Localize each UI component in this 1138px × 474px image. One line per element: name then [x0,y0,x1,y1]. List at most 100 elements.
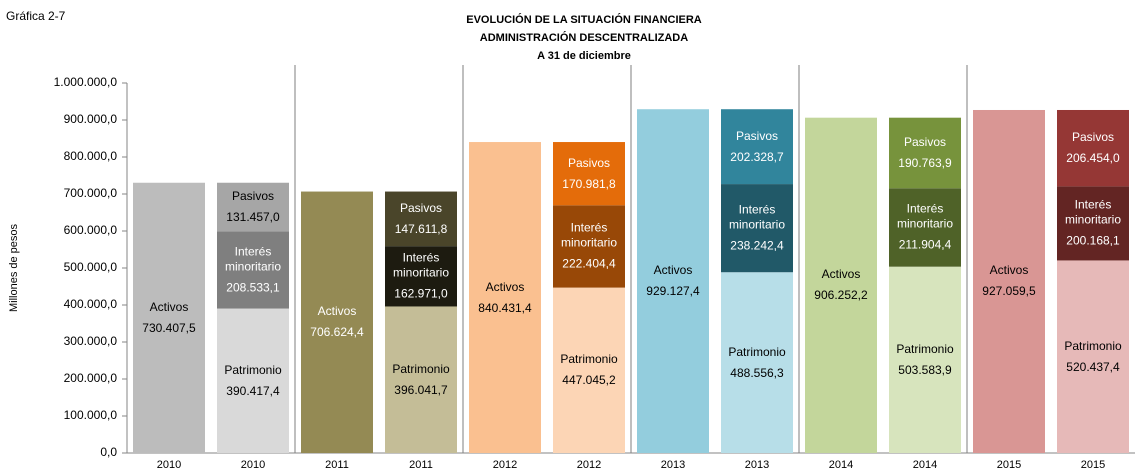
bar-segment [889,188,961,267]
segment-label: Interés minoritario 211.904,4 [885,202,965,253]
value-label: 488.556,3 [730,365,784,380]
bar-segment [553,287,625,453]
bar-segment [133,182,205,454]
y-tick-label: 400.000,0 [64,297,118,311]
series-label: Interés minoritario [896,201,953,231]
y-tick-label: 900.000,0 [64,112,118,126]
y-tick-label: 1.000.000,0 [54,75,118,89]
series-label: Patrimonio [392,361,450,376]
value-label: 396.041,7 [394,382,448,397]
series-label: Interés minoritario [392,250,449,280]
series-label: Patrimonio [728,344,786,359]
x-tick-label: 2014 [913,459,937,471]
segment-label: Activos 840.431,4 [465,280,545,316]
value-label: 211.904,4 [898,237,952,252]
bar-segment [385,246,457,307]
bar-segment [553,205,625,288]
series-label: Pasivos [231,189,275,204]
y-axis-label: Millones de pesos [8,223,20,312]
value-label: 170.981,8 [562,176,616,191]
value-label: 200.168,1 [1066,233,1120,248]
value-label: 503.583,9 [898,362,952,377]
y-tick-label: 0,0 [100,445,117,459]
bar-segment [553,142,625,206]
bar-segment [889,266,961,453]
x-tick-label: 2013 [745,459,769,471]
bar-segment [889,117,961,189]
series-label: Pasivos [567,155,611,170]
value-label: 447.045,2 [562,373,616,388]
x-tick-label: 2015 [1081,459,1105,471]
value-label: 238.242,4 [730,238,784,253]
segment-label: Pasivos 206.454,0 [1053,130,1133,166]
bar-segment [385,191,457,247]
bar-segment [217,231,289,309]
segment-label: Interés minoritario 238.242,4 [717,203,797,254]
segment-label: Activos 929.127,4 [633,263,713,299]
chart-title: ADMINISTRACIÓN DESCENTRALIZADA [480,31,688,44]
x-tick-label: 2012 [493,459,517,471]
bar-segment [721,184,793,273]
segment-label: Interés minoritario 222.404,4 [549,221,629,272]
series-label: Interés minoritario [224,244,281,274]
series-label: Pasivos [735,128,779,143]
segment-label: Activos 906.252,2 [801,267,881,303]
value-label: 706.624,4 [310,325,364,340]
y-tick-label: 500.000,0 [64,260,118,274]
value-label: 190.763,9 [898,155,952,170]
value-label: 906.252,2 [814,288,868,303]
series-label: Activos [485,279,525,294]
segment-label: Interés minoritario 208.533,1 [213,244,293,295]
segment-label: Pasivos 131.457,0 [213,189,293,225]
segment-label: Activos 706.624,4 [297,304,377,340]
x-tick-label: 2015 [997,459,1021,471]
value-label: 206.454,0 [1066,151,1120,166]
series-label: Patrimonio [224,362,282,377]
value-label: 222.404,4 [562,256,616,271]
chart-title: EVOLUCIÓN DE LA SITUACIÓN FINANCIERA [466,13,702,26]
y-tick-label: 200.000,0 [64,371,118,385]
series-label: Patrimonio [896,341,954,356]
segment-label: Interés minoritario 200.168,1 [1053,198,1133,249]
chart-title: A 31 de diciembre [537,50,631,62]
series-label: Activos [989,263,1029,278]
x-tick-label: 2010 [157,459,181,471]
y-tick-label: 600.000,0 [64,223,118,237]
x-tick-label: 2011 [325,459,349,471]
x-tick-label: 2013 [661,459,685,471]
series-label: Pasivos [903,134,947,149]
series-label: Activos [653,263,693,278]
segment-label: Patrimonio 390.417,4 [213,363,293,399]
y-tick-label: 700.000,0 [64,186,118,200]
series-label: Activos [149,299,189,314]
bar-segment [301,191,373,454]
value-label: 730.407,5 [142,320,196,335]
bar-segment [973,109,1045,454]
value-label: 208.533,1 [226,280,280,295]
bar-segment [721,109,793,185]
series-label: Patrimonio [560,352,618,367]
x-tick-label: 2014 [829,459,853,471]
bar-segment [1057,260,1129,453]
value-label: 162.971,0 [394,286,448,301]
x-tick-label: 2012 [577,459,601,471]
y-tick-label: 800.000,0 [64,149,118,163]
segment-label: Patrimonio 488.556,3 [717,345,797,381]
series-label: Interés minoritario [728,202,785,232]
series-label: Activos [317,304,357,319]
segment-label: Pasivos 202.328,7 [717,129,797,165]
series-label: Pasivos [399,200,443,215]
figure-label: Gráfica 2-7 [6,9,66,23]
segment-label: Patrimonio 520.437,4 [1053,339,1133,375]
value-label: 840.431,4 [478,300,532,315]
series-label: Patrimonio [1064,338,1122,353]
value-label: 520.437,4 [1066,359,1120,374]
series-label: Activos [821,267,861,282]
bar-segment [217,308,289,453]
bar-segment [637,109,709,453]
x-tick-label: 2010 [241,459,265,471]
segment-label: Interés minoritario 162.971,0 [381,251,461,302]
segment-label: Activos 927.059,5 [969,263,1049,299]
bar-segment [217,182,289,232]
